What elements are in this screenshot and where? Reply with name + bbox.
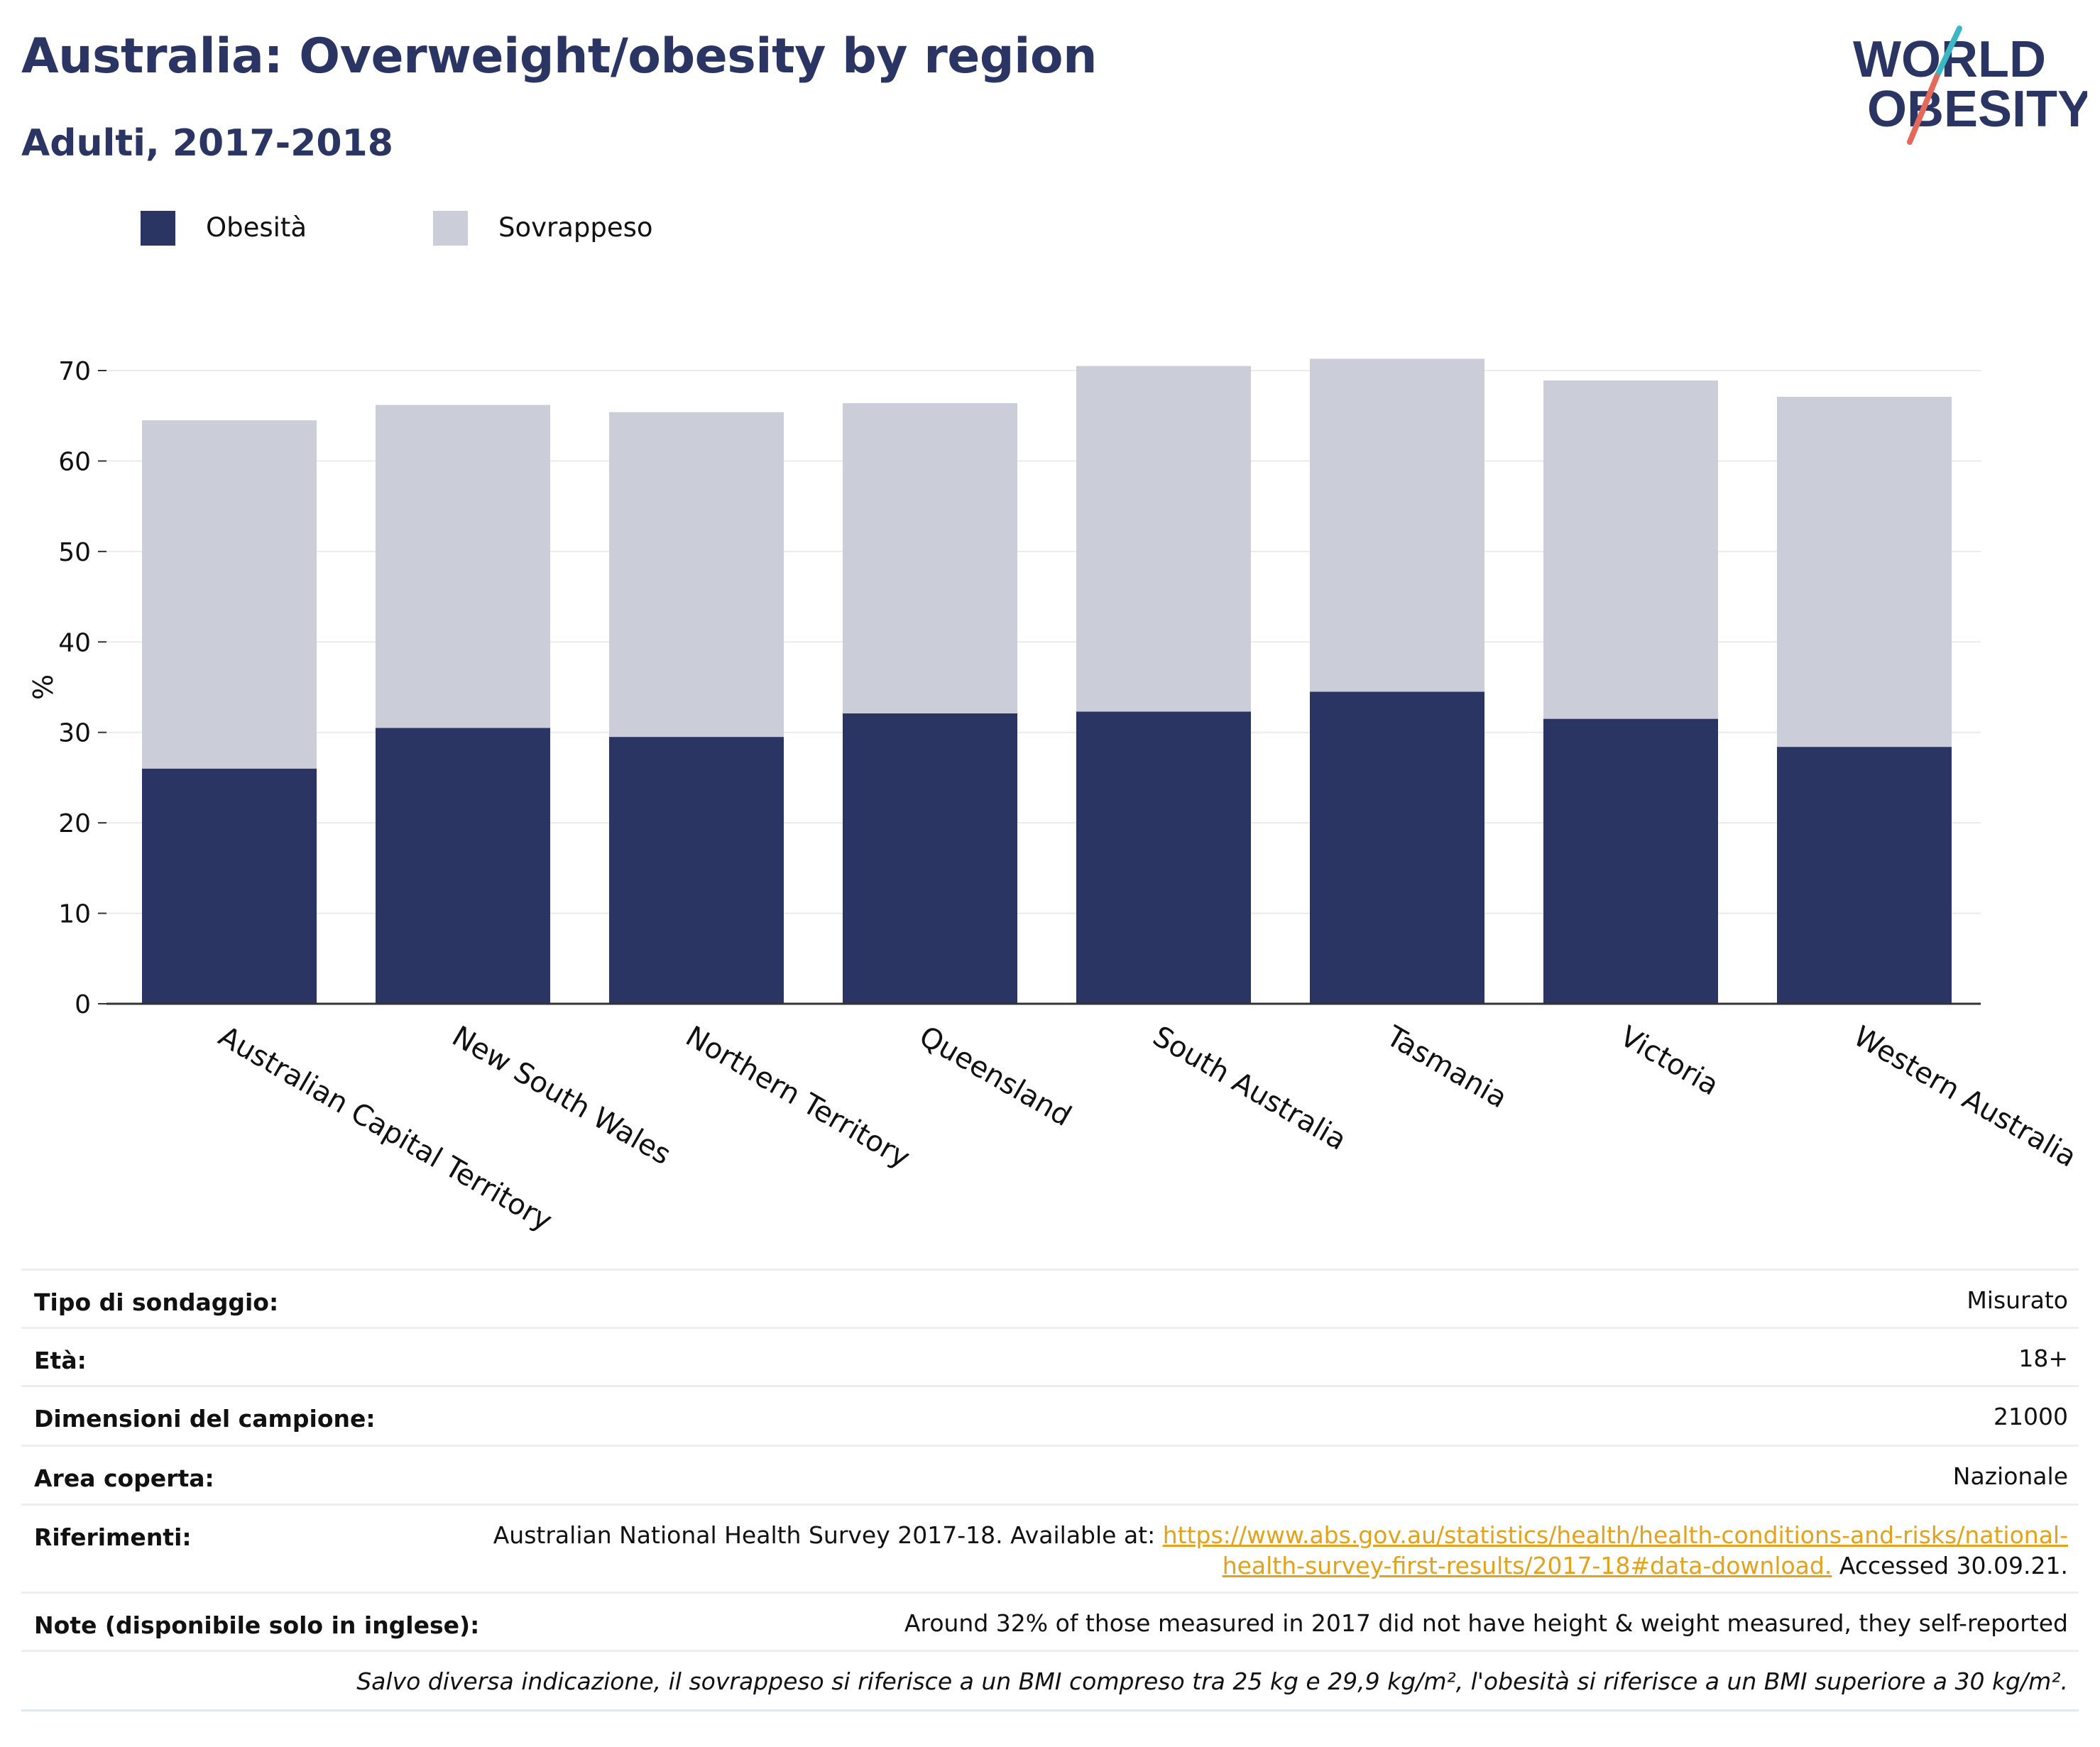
bar-overweight bbox=[843, 402, 1017, 713]
legend-swatch-overweight bbox=[433, 211, 468, 246]
y-tick-label: 30 bbox=[58, 719, 91, 748]
meta-val-age: 18+ bbox=[2018, 1345, 2068, 1372]
reference-link-part2[interactable]: health-survey-first-results/2017-18#data… bbox=[1222, 1552, 1832, 1579]
bar-obesity bbox=[843, 713, 1017, 1004]
meta-row-footnote: Salvo diversa indicazione, il sovrappeso… bbox=[21, 1650, 2079, 1710]
bottom-rule bbox=[21, 1709, 2079, 1712]
x-tick-label: Victoria bbox=[1614, 1020, 1724, 1102]
meta-row-notes: Note (disponibile solo in inglese): Arou… bbox=[21, 1592, 2079, 1652]
reference-link-part1[interactable]: https://www.abs.gov.au/statistics/health… bbox=[1162, 1521, 2068, 1549]
logo-slash-bottom bbox=[1907, 74, 1940, 145]
legend-label-overweight: Sovrappeso bbox=[498, 212, 653, 243]
logo-line2: OBESITY bbox=[1867, 81, 2087, 138]
bar-obesity bbox=[609, 737, 784, 1004]
x-tick-label: South Australia bbox=[1147, 1020, 1352, 1157]
y-tick-label: 20 bbox=[58, 809, 91, 838]
bar-obesity bbox=[142, 768, 317, 1004]
meta-key-survey-type: Tipo di sondaggio: bbox=[34, 1288, 279, 1316]
meta-key-area: Area coperta: bbox=[34, 1464, 214, 1492]
meta-row-sample-size: Dimensioni del campione: 21000 bbox=[21, 1385, 2079, 1447]
meta-val-references: Australian National Health Survey 2017-1… bbox=[493, 1520, 2068, 1581]
bar-obesity bbox=[1310, 691, 1484, 1004]
logo-slash-top bbox=[1934, 26, 1962, 80]
bar-obesity bbox=[1543, 718, 1718, 1004]
bar-overweight bbox=[1777, 396, 1952, 747]
chart-subtitle: Adulti, 2017-2018 bbox=[21, 122, 393, 165]
meta-val-area: Nazionale bbox=[1952, 1462, 2068, 1490]
x-tick-label: Western Australia bbox=[1848, 1020, 2082, 1174]
meta-key-age: Età: bbox=[34, 1347, 87, 1374]
y-tick-label: 0 bbox=[75, 990, 91, 1019]
meta-val-sample-size: 21000 bbox=[1994, 1403, 2068, 1430]
x-tick-label: Northern Territory bbox=[680, 1020, 915, 1175]
bar-overweight bbox=[1543, 380, 1718, 719]
y-tick-label: 50 bbox=[58, 538, 91, 567]
meta-key-notes: Note (disponibile solo in inglese): bbox=[34, 1611, 480, 1639]
legend-swatch-obesity bbox=[141, 211, 175, 246]
meta-row-age: Età: 18+ bbox=[21, 1327, 2079, 1387]
reference-accessed: Accessed 30.09.21. bbox=[1832, 1552, 2068, 1579]
x-tick-label: Tasmania bbox=[1380, 1019, 1512, 1115]
meta-key-references: Riferimenti: bbox=[34, 1523, 192, 1551]
meta-row-references: Riferimenti: Australian National Health … bbox=[21, 1504, 2079, 1594]
y-tick-label: 60 bbox=[58, 447, 91, 476]
legend-label-obesity: Obesità bbox=[206, 212, 307, 243]
reference-text: Australian National Health Survey 2017-1… bbox=[493, 1521, 1163, 1549]
bmi-footnote: Salvo diversa indicazione, il sovrappeso… bbox=[356, 1667, 2068, 1695]
meta-row-area: Area coperta: Nazionale bbox=[21, 1445, 2079, 1506]
bar-overweight bbox=[142, 420, 317, 769]
bar-obesity bbox=[376, 728, 550, 1004]
meta-val-notes: Around 32% of those measured in 2017 did… bbox=[904, 1609, 2068, 1637]
bar-overweight bbox=[376, 405, 550, 728]
y-tick-label: 10 bbox=[58, 900, 91, 929]
logo-line1: WORLD bbox=[1853, 31, 2046, 88]
x-tick-label: New South Wales bbox=[447, 1020, 677, 1171]
bar-obesity bbox=[1777, 747, 1952, 1004]
y-axis-label: % bbox=[28, 674, 59, 700]
meta-row-survey-type: Tipo di sondaggio: Misurato bbox=[21, 1269, 2079, 1329]
world-obesity-logo: WORLD OBESITY bbox=[1853, 26, 2087, 145]
meta-key-sample-size: Dimensioni del campione: bbox=[34, 1405, 376, 1433]
meta-val-survey-type: Misurato bbox=[1967, 1286, 2068, 1314]
x-tick-label: Queensland bbox=[914, 1020, 1077, 1133]
y-tick-label: 70 bbox=[58, 357, 91, 386]
bar-overweight bbox=[609, 412, 784, 738]
bar-overweight bbox=[1310, 358, 1484, 692]
chart-title: Australia: Overweight/obesity by region bbox=[21, 28, 1098, 84]
bar-overweight bbox=[1076, 366, 1251, 712]
y-tick-label: 40 bbox=[58, 628, 91, 657]
bar-obesity bbox=[1076, 711, 1251, 1004]
